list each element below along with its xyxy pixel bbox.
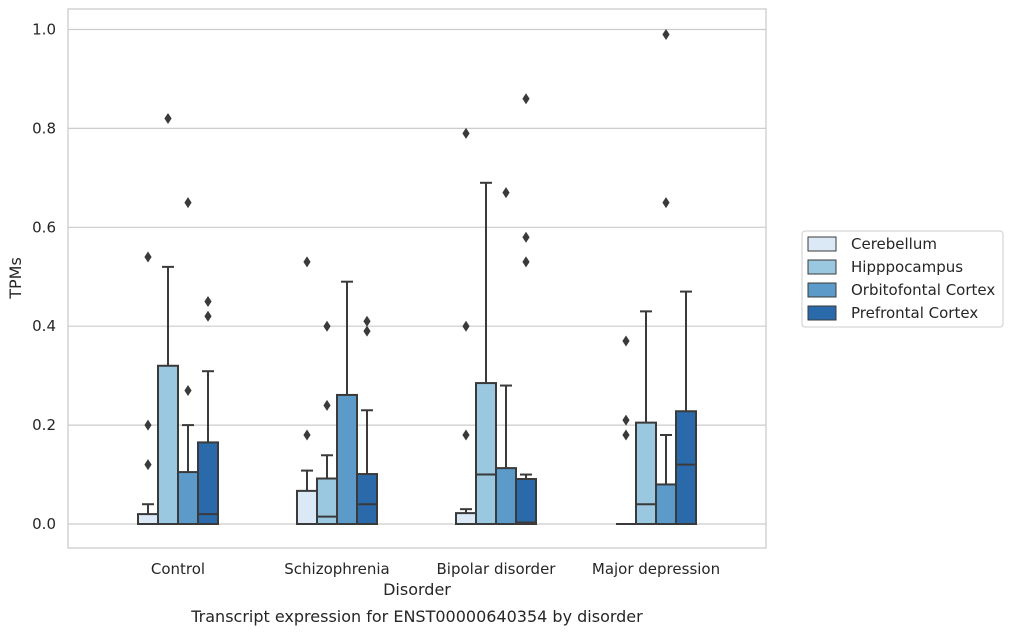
box-prefrontal-cortex — [675, 290, 697, 525]
outlier-point — [144, 459, 152, 471]
outlier-point — [363, 325, 371, 337]
legend-label: Orbitofontal Cortex — [851, 281, 995, 299]
box-group — [296, 256, 378, 526]
box-body — [635, 421, 657, 525]
outlier-point — [662, 28, 670, 40]
outlier-point — [303, 256, 311, 268]
outlier-point — [522, 256, 530, 268]
box-body — [157, 364, 179, 526]
chart-caption: Transcript expression for ENST0000064035… — [190, 607, 643, 626]
box-body — [675, 410, 697, 525]
legend-swatch — [807, 305, 837, 321]
box-body — [455, 512, 477, 525]
outlier-point — [323, 399, 331, 411]
y-tick-label: 1.0 — [32, 21, 56, 39]
outlier-point — [662, 197, 670, 209]
box-body — [197, 441, 219, 525]
box-orbitofontal-cortex — [177, 197, 199, 526]
legend-swatch — [807, 259, 837, 275]
y-tick-label: 0.2 — [32, 416, 56, 434]
x-tick-label: Schizophrenia — [284, 560, 389, 578]
outlier-point — [184, 197, 192, 209]
box-hipppocampus — [157, 113, 179, 526]
box-group — [137, 113, 219, 526]
x-tick-labels: Control Schizophrenia Bipolar disorder Majo… — [151, 560, 720, 578]
legend-item: Orbitofontal Cortex — [807, 281, 995, 299]
outlier-point — [144, 419, 152, 431]
box-body — [137, 513, 159, 525]
outlier-point — [323, 320, 331, 332]
legend-item: Prefrontal Cortex — [807, 304, 978, 322]
legend-frame — [801, 230, 1004, 328]
outlier-point — [303, 429, 311, 441]
outlier-point — [622, 429, 630, 441]
legend-label: Hipppocampus — [851, 258, 963, 276]
outlier-point — [462, 429, 470, 441]
outlier-point — [622, 335, 630, 347]
box-body — [356, 473, 378, 526]
box-body — [515, 478, 537, 525]
y-axis-title: TPMs — [6, 257, 25, 300]
outlier-point — [622, 414, 630, 426]
outlier-point — [204, 295, 212, 307]
box-hipppocampus — [316, 320, 338, 526]
y-tick-label: 0.0 — [32, 515, 56, 533]
box-cerebellum — [616, 335, 636, 525]
legend-item: Cerebellum — [807, 235, 937, 253]
x-axis-title: Disorder — [383, 580, 451, 599]
box-cerebellum — [137, 251, 159, 525]
y-tick-label: 0.8 — [32, 119, 56, 137]
box-hipppocampus — [475, 181, 497, 525]
outlier-point — [462, 320, 470, 332]
box-prefrontal-cortex — [356, 315, 378, 526]
box-body — [475, 382, 497, 525]
outlier-point — [184, 384, 192, 396]
outlier-point — [204, 310, 212, 322]
box-body — [296, 489, 318, 525]
x-tick-label: Major depression — [592, 560, 720, 578]
outlier-point — [502, 187, 510, 199]
outlier-point — [462, 127, 470, 139]
plot-area-frame — [67, 8, 767, 549]
box-body — [177, 471, 199, 526]
box-group — [455, 93, 537, 525]
legend-swatch — [807, 236, 837, 252]
legend-label: Cerebellum — [851, 235, 937, 253]
box-orbitofontal-cortex — [336, 280, 358, 525]
box-hipppocampus — [635, 310, 657, 525]
box-body — [495, 467, 517, 525]
box-body — [336, 393, 358, 525]
y-tick-label: 0.4 — [32, 317, 56, 335]
legend-item: Hipppocampus — [807, 258, 963, 276]
box-orbitofontal-cortex — [495, 187, 517, 525]
legend: Cerebellum Hipppocampus Orbitofontal Corte… — [801, 230, 1004, 328]
box-groups — [137, 28, 697, 526]
outlier-point — [522, 231, 530, 243]
y-tick-labels: 0.0 0.2 0.4 0.6 0.8 1.0 — [32, 21, 56, 534]
outlier-point — [144, 251, 152, 263]
outlier-point — [164, 113, 172, 125]
outlier-point — [522, 93, 530, 105]
box-body — [655, 483, 677, 526]
box-prefrontal-cortex — [197, 295, 219, 525]
legend-swatch — [807, 282, 837, 298]
legend-label: Prefrontal Cortex — [851, 304, 978, 322]
box-cerebellum — [296, 256, 318, 525]
outlier-point — [363, 315, 371, 327]
box-group — [616, 28, 697, 526]
box-prefrontal-cortex — [515, 93, 537, 525]
x-tick-label: Control — [151, 560, 205, 578]
y-tick-label: 0.6 — [32, 218, 56, 236]
box-orbitofontal-cortex — [655, 28, 677, 526]
x-tick-label: Bipolar disorder — [437, 560, 557, 578]
